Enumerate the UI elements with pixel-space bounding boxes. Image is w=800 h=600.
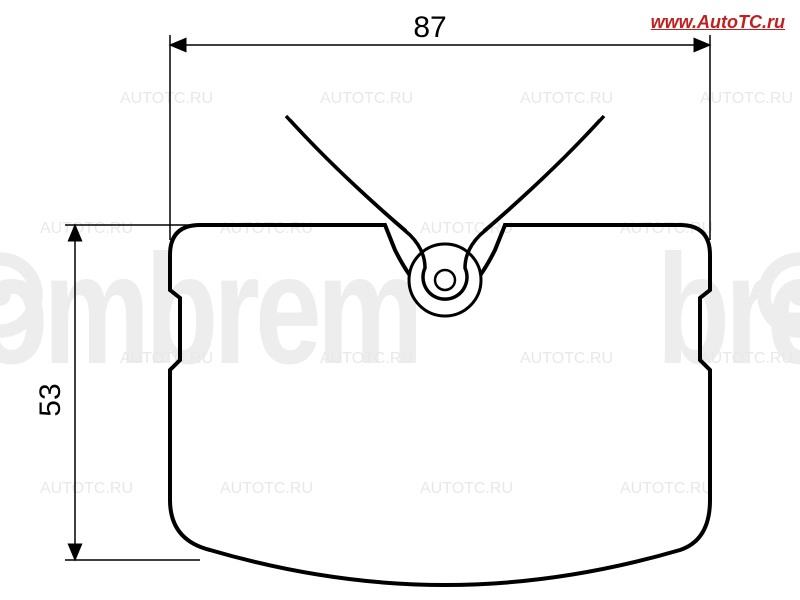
spring-clip-right-outer [484,116,604,231]
dim-width-value: 87 [413,11,446,44]
technical-drawing: 87 53 [0,0,800,600]
dim-height-value: 53 [34,383,67,416]
spring-clip-left-outer [286,116,406,231]
center-boss-outer [409,244,481,316]
